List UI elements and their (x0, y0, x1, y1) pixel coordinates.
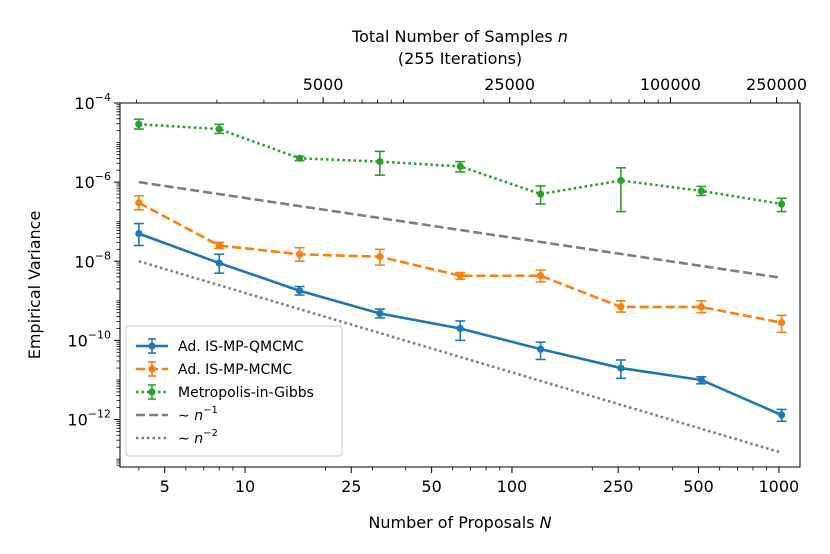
data-point (376, 158, 384, 166)
y-tick-label: 10−6 (74, 170, 111, 192)
series-3 (138, 180, 782, 280)
series-line (138, 201, 782, 324)
data-point (778, 200, 786, 208)
legend-marker (148, 388, 156, 396)
data-point (295, 154, 304, 162)
y-tick-label: 10−10 (67, 328, 111, 350)
y-axis-title: Empirical Variance (25, 211, 44, 360)
legend-label: ∼ n−2 (178, 428, 218, 447)
tick-layer: 5 10 25 50 100 250 500 1000 5000 25000 100000 25000… (67, 75, 807, 496)
x-tick-label: 500 (683, 477, 714, 496)
x-tick-label: 250 (603, 477, 634, 496)
data-point (135, 230, 143, 238)
series-2 (133, 118, 787, 213)
top-axis-subtitle: (255 Iterations) (398, 49, 522, 68)
data-point (697, 187, 705, 195)
data-point (295, 287, 304, 295)
data-point (617, 176, 625, 185)
x-tick-label: 50 (421, 477, 441, 496)
x-tick-label: 1000 (759, 477, 800, 496)
top-tick-label: 5000 (303, 75, 344, 94)
data-point (456, 162, 464, 170)
series-line (138, 260, 782, 454)
data-point (456, 324, 464, 333)
data-point (376, 253, 384, 261)
plot-frame (119, 102, 801, 468)
data-point (456, 272, 464, 280)
y-tick-label: 10−4 (74, 91, 111, 113)
data-point (778, 319, 786, 327)
data-point (697, 303, 705, 311)
data-point (778, 411, 786, 419)
y-tick-label: 10−8 (74, 249, 111, 271)
legend-label: ∼ n−1 (178, 405, 218, 424)
data-point (215, 241, 223, 250)
x-tick-label: 5 (160, 477, 170, 496)
legend-box (125, 325, 343, 457)
legend-label: Ad. IS-MP-QMCMC (178, 339, 304, 355)
legend-marker (148, 365, 156, 373)
data-point (697, 376, 705, 384)
series-0 (133, 222, 787, 423)
series-layer (133, 118, 787, 454)
x-axis-title: Number of Proposals N (368, 513, 551, 532)
top-tick-label: 25000 (484, 75, 535, 94)
top-tick-label: 250000 (746, 75, 807, 94)
series-4 (138, 260, 782, 454)
data-point (215, 259, 223, 267)
top-axis-title: Total Number of Samples n (351, 27, 568, 46)
data-point (135, 199, 143, 207)
data-point (135, 120, 143, 128)
legend-label: Ad. IS-MP-MCMC (178, 362, 292, 378)
data-point (215, 125, 223, 133)
series-line (138, 180, 782, 280)
y-tick-label: 10−12 (67, 408, 111, 430)
series-1 (133, 195, 787, 334)
data-point (536, 272, 545, 280)
top-tick-label: 100000 (640, 75, 701, 94)
data-point (536, 345, 545, 353)
data-point (376, 309, 384, 318)
data-point (536, 190, 545, 198)
data-point (617, 364, 625, 372)
x-tick-label: 25 (341, 477, 361, 496)
legend-marker (148, 342, 156, 350)
data-point (617, 303, 625, 311)
data-point (295, 250, 304, 258)
x-tick-label: 10 (235, 477, 255, 496)
legend-label: Metropolis-in-Gibbs (178, 385, 314, 401)
x-tick-label: 100 (497, 477, 528, 496)
legend: Ad. IS-MP-QMCMC Ad. IS-MP-MCMC Metropolis-… (125, 325, 343, 457)
